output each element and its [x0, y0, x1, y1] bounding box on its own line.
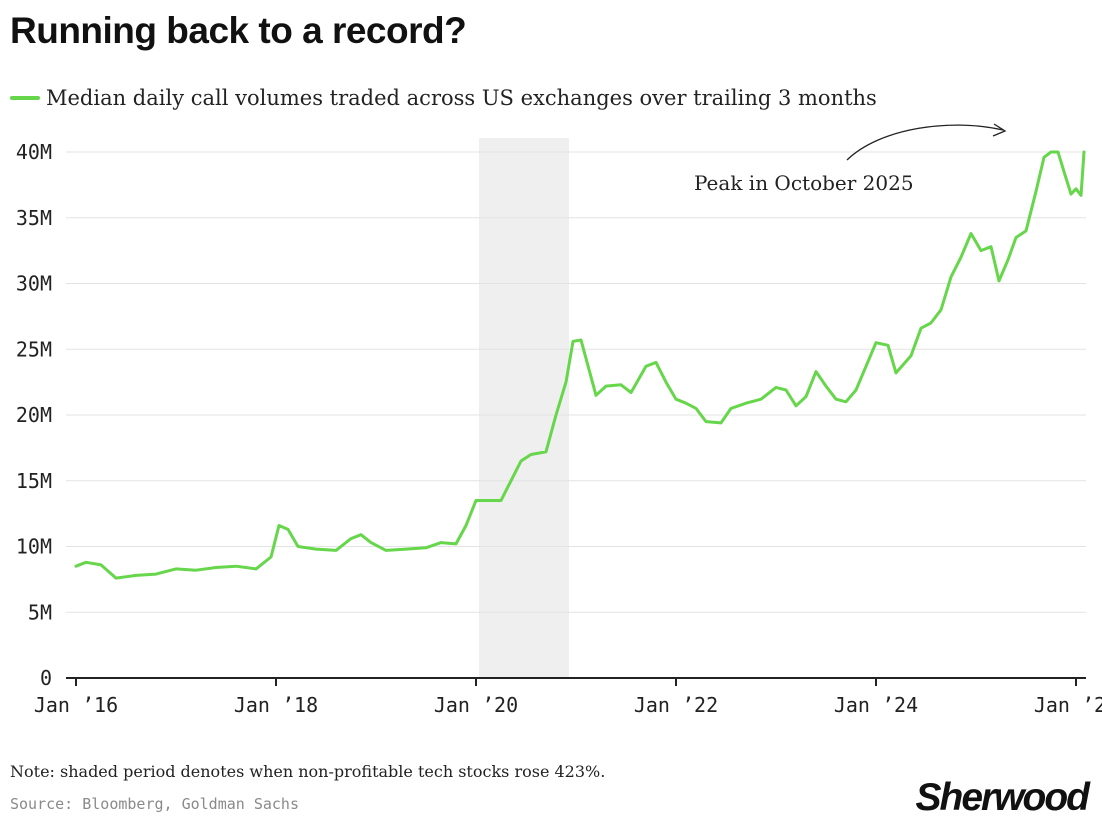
series-layer: [74, 150, 1086, 580]
y-tick-label: 20M: [16, 403, 52, 427]
x-tick-label: Jan ’18: [234, 693, 318, 717]
x-tick-label: Jan ’22: [634, 693, 718, 717]
y-tick-label: 5M: [28, 600, 52, 624]
series-line: [74, 150, 1086, 580]
x-tick-label: Jan ’24: [834, 693, 918, 717]
y-tick-label: 30M: [16, 272, 52, 296]
y-tick-label: 15M: [16, 469, 52, 493]
legend-label: Median daily call volumes traded across …: [46, 86, 877, 110]
gridlines: [66, 151, 1086, 613]
y-tick-label: 40M: [16, 140, 52, 164]
brand-logo: Sherwood: [915, 776, 1090, 819]
annotation-label: Peak in October 2025: [694, 171, 914, 195]
annotation-layer: Peak in October 2025: [694, 123, 1007, 195]
chart-note: Note: shaded period denotes when non-pro…: [10, 762, 606, 781]
chart-source: Source: Bloomberg, Goldman Sachs: [10, 795, 299, 813]
annotation-arrow: [846, 124, 1004, 161]
legend: Median daily call volumes traded across …: [10, 86, 877, 110]
y-tick-label: 10M: [16, 535, 52, 559]
x-tick-label: Jan ’26: [1034, 693, 1102, 717]
x-tick-label: Jan ’20: [434, 693, 518, 717]
legend-swatch: [10, 96, 40, 100]
axes: 0 5M 10M 15M 20M 25M 30M 35M 40M Jan ’16 Jan ’18 Ja…: [16, 140, 1102, 717]
annotation-arrowhead: [992, 123, 1007, 137]
shaded-period-layer: [479, 138, 569, 678]
y-tick-label: 25M: [16, 337, 52, 361]
x-tick-label: Jan ’16: [34, 693, 118, 717]
chart-title: Running back to a record?: [10, 10, 467, 51]
y-tick-label: 35M: [16, 206, 52, 230]
y-tick-label: 0: [40, 666, 52, 690]
shaded-period: [479, 138, 569, 678]
